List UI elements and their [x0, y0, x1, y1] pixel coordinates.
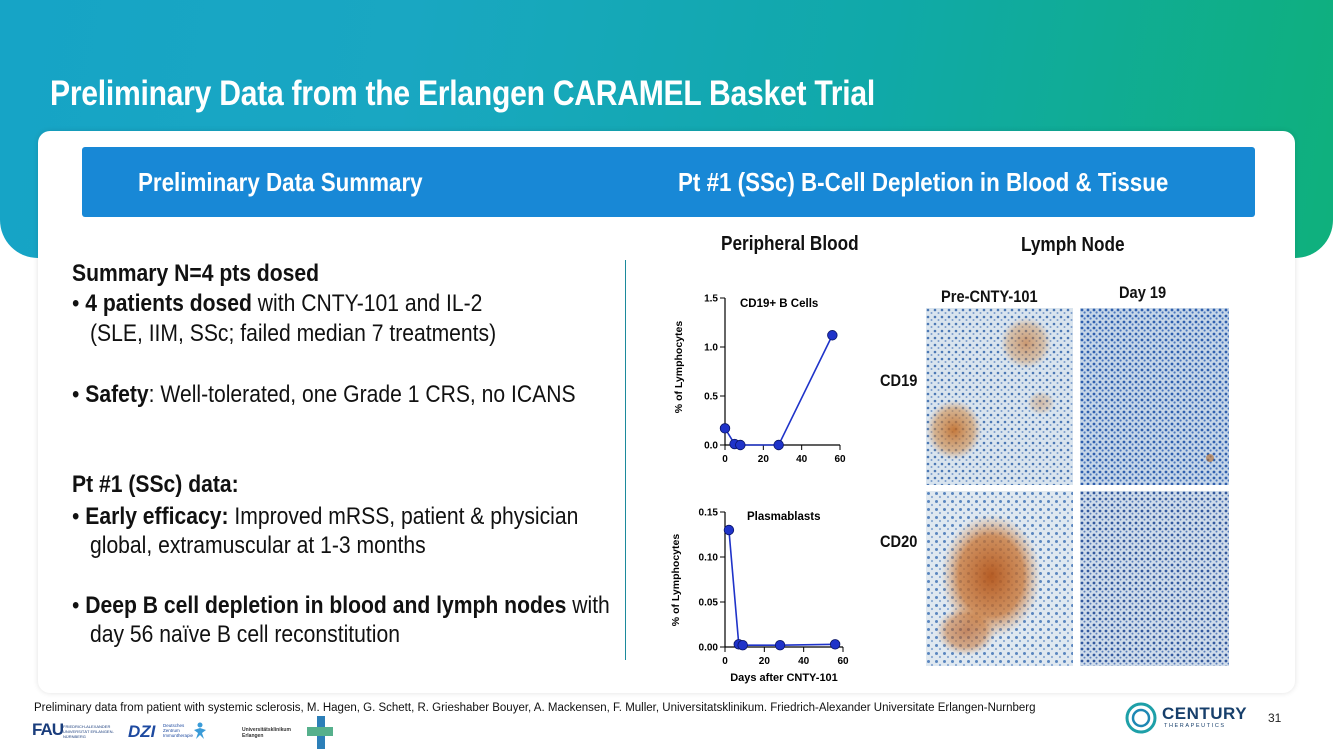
data-point — [723, 524, 735, 536]
peripheral-blood-label: Peripheral Blood — [721, 233, 859, 255]
bullet-efficacy: • Early efficacy: Improved mRSS, patient… — [72, 503, 578, 531]
lymph-node-label: Lymph Node — [1021, 234, 1125, 256]
bullet-patients-bold: 4 patients dosed — [85, 290, 252, 317]
chart-title: Plasmablasts — [747, 511, 821, 523]
pt1-heading: Pt #1 (SSc) data: — [72, 471, 239, 498]
summary-header: Preliminary Data Summary — [138, 167, 423, 197]
x-tick-label: 0 — [722, 656, 728, 667]
y-tick-label: 0.15 — [699, 508, 719, 519]
pre-treatment-label: Pre-CNTY-101 — [941, 287, 1038, 306]
fau-logo-text: FAU — [32, 720, 64, 739]
x-tick-label: 0 — [722, 454, 728, 465]
x-tick-label: 40 — [796, 454, 808, 465]
data-point — [829, 639, 841, 650]
dzi-figure-icon — [194, 722, 206, 739]
bullet-depletion-line2: day 56 naïve B cell reconstitution — [90, 621, 400, 648]
y-tick-label: 0.0 — [704, 441, 718, 452]
data-point — [774, 639, 786, 651]
data-point — [719, 423, 731, 434]
series-line — [724, 334, 834, 446]
section-header-bar — [82, 147, 1255, 217]
depletion-header: Pt #1 (SSc) B-Cell Depletion in Blood & … — [678, 167, 1169, 197]
bullet-patients-line2: (SLE, IIM, SSc; failed median 7 treatmen… — [90, 320, 497, 347]
x-tick-label: 20 — [758, 454, 770, 465]
y-tick-label: 1.5 — [704, 294, 718, 305]
y-tick-label: 0.00 — [699, 643, 719, 654]
ihc-cd20-day19-image — [1080, 491, 1229, 666]
bullet-efficacy-line2: global, extramuscular at 1-3 months — [90, 532, 426, 559]
cd19-label: CD19 — [880, 371, 918, 390]
bullet-depletion: • Deep B cell depletion in blood and lym… — [72, 592, 610, 620]
dzi-logo-text: DZI — [128, 722, 156, 741]
bullet-efficacy-bold: Early efficacy: — [85, 503, 229, 530]
slide-title: Preliminary Data from the Erlangen CARAM… — [50, 74, 875, 113]
y-tick-label: 0.05 — [699, 598, 719, 609]
x-tick-label: 60 — [837, 656, 849, 667]
bullet-safety-text: : Well-tolerated, one Grade 1 CRS, no IC… — [148, 381, 576, 408]
x-tick-label: 40 — [798, 656, 810, 667]
uk-cross-icon — [307, 716, 333, 749]
chart-title: CD19+ B Cells — [740, 298, 818, 310]
data-point — [827, 330, 838, 341]
century-logo-subtitle: THERAPEUTICS — [1164, 723, 1226, 729]
x-tick-label: 20 — [759, 656, 771, 667]
y-tick-label: 0.5 — [704, 392, 718, 403]
uk-erlangen-text: Universitätsklinikum Erlangen — [242, 727, 291, 739]
ihc-cd19-pre-image — [926, 308, 1073, 485]
bullet-patients-dosed: • 4 patients dosed with CNTY-101 and IL-… — [72, 290, 482, 318]
column-divider — [625, 260, 626, 660]
series-line — [728, 529, 836, 646]
bullet-efficacy-text: Improved mRSS, patient & physician — [228, 503, 579, 530]
cd19-chart: 0.0 0.5 1.0 1.5 0 20 40 60 CD19+ B Cells % of Lym… — [673, 294, 846, 466]
x-axis-label: Days after CNTY-101 — [730, 672, 838, 684]
century-logo-icon — [1125, 702, 1157, 734]
data-point — [735, 439, 746, 451]
bullet-marker: • — [72, 290, 80, 317]
ihc-cd20-pre-image — [926, 491, 1073, 666]
bullet-safety: • Safety: Well-tolerated, one Grade 1 CR… — [72, 381, 576, 409]
data-point — [773, 439, 784, 451]
day19-label: Day 19 — [1119, 283, 1167, 302]
bullet-safety-bold: Safety — [85, 381, 149, 408]
page-number: 31 — [1268, 711, 1282, 725]
cd20-label: CD20 — [880, 532, 918, 551]
ihc-cd19-day19-image — [1080, 308, 1229, 485]
y-axis-label: % of Lymphocytes — [673, 321, 685, 414]
bullet-marker: • — [72, 503, 80, 530]
bullet-marker: • — [72, 381, 80, 408]
century-logo-text: CENTURY — [1162, 704, 1248, 723]
y-tick-label: 0.10 — [699, 553, 719, 564]
y-axis-label: % of Lymphocytes — [670, 534, 682, 627]
x-tick-label: 60 — [834, 454, 846, 465]
footer-citation: Preliminary data from patient with syste… — [34, 702, 1036, 714]
dzi-logo-subtitle: Deutsches Zentrum Immuntherapie — [163, 723, 194, 738]
plasmablast-chart: 0.00 0.05 0.10 0.15 0 20 40 60 Plasmablasts % of … — [670, 508, 849, 685]
bullet-marker: • — [72, 592, 80, 619]
data-point — [737, 639, 748, 651]
bullet-patients-text: with CNTY-101 and IL-2 — [251, 290, 483, 317]
fau-logo-subtitle: FRIEDRICH-ALEXANDER UNIVERSITÄT ERLANGEN… — [63, 724, 114, 739]
bullet-depletion-text: with — [566, 592, 610, 619]
summary-heading: Summary N=4 pts dosed — [72, 260, 320, 287]
bullet-depletion-bold: Deep B cell depletion in blood and lymph… — [85, 592, 567, 619]
y-tick-label: 1.0 — [704, 343, 718, 354]
